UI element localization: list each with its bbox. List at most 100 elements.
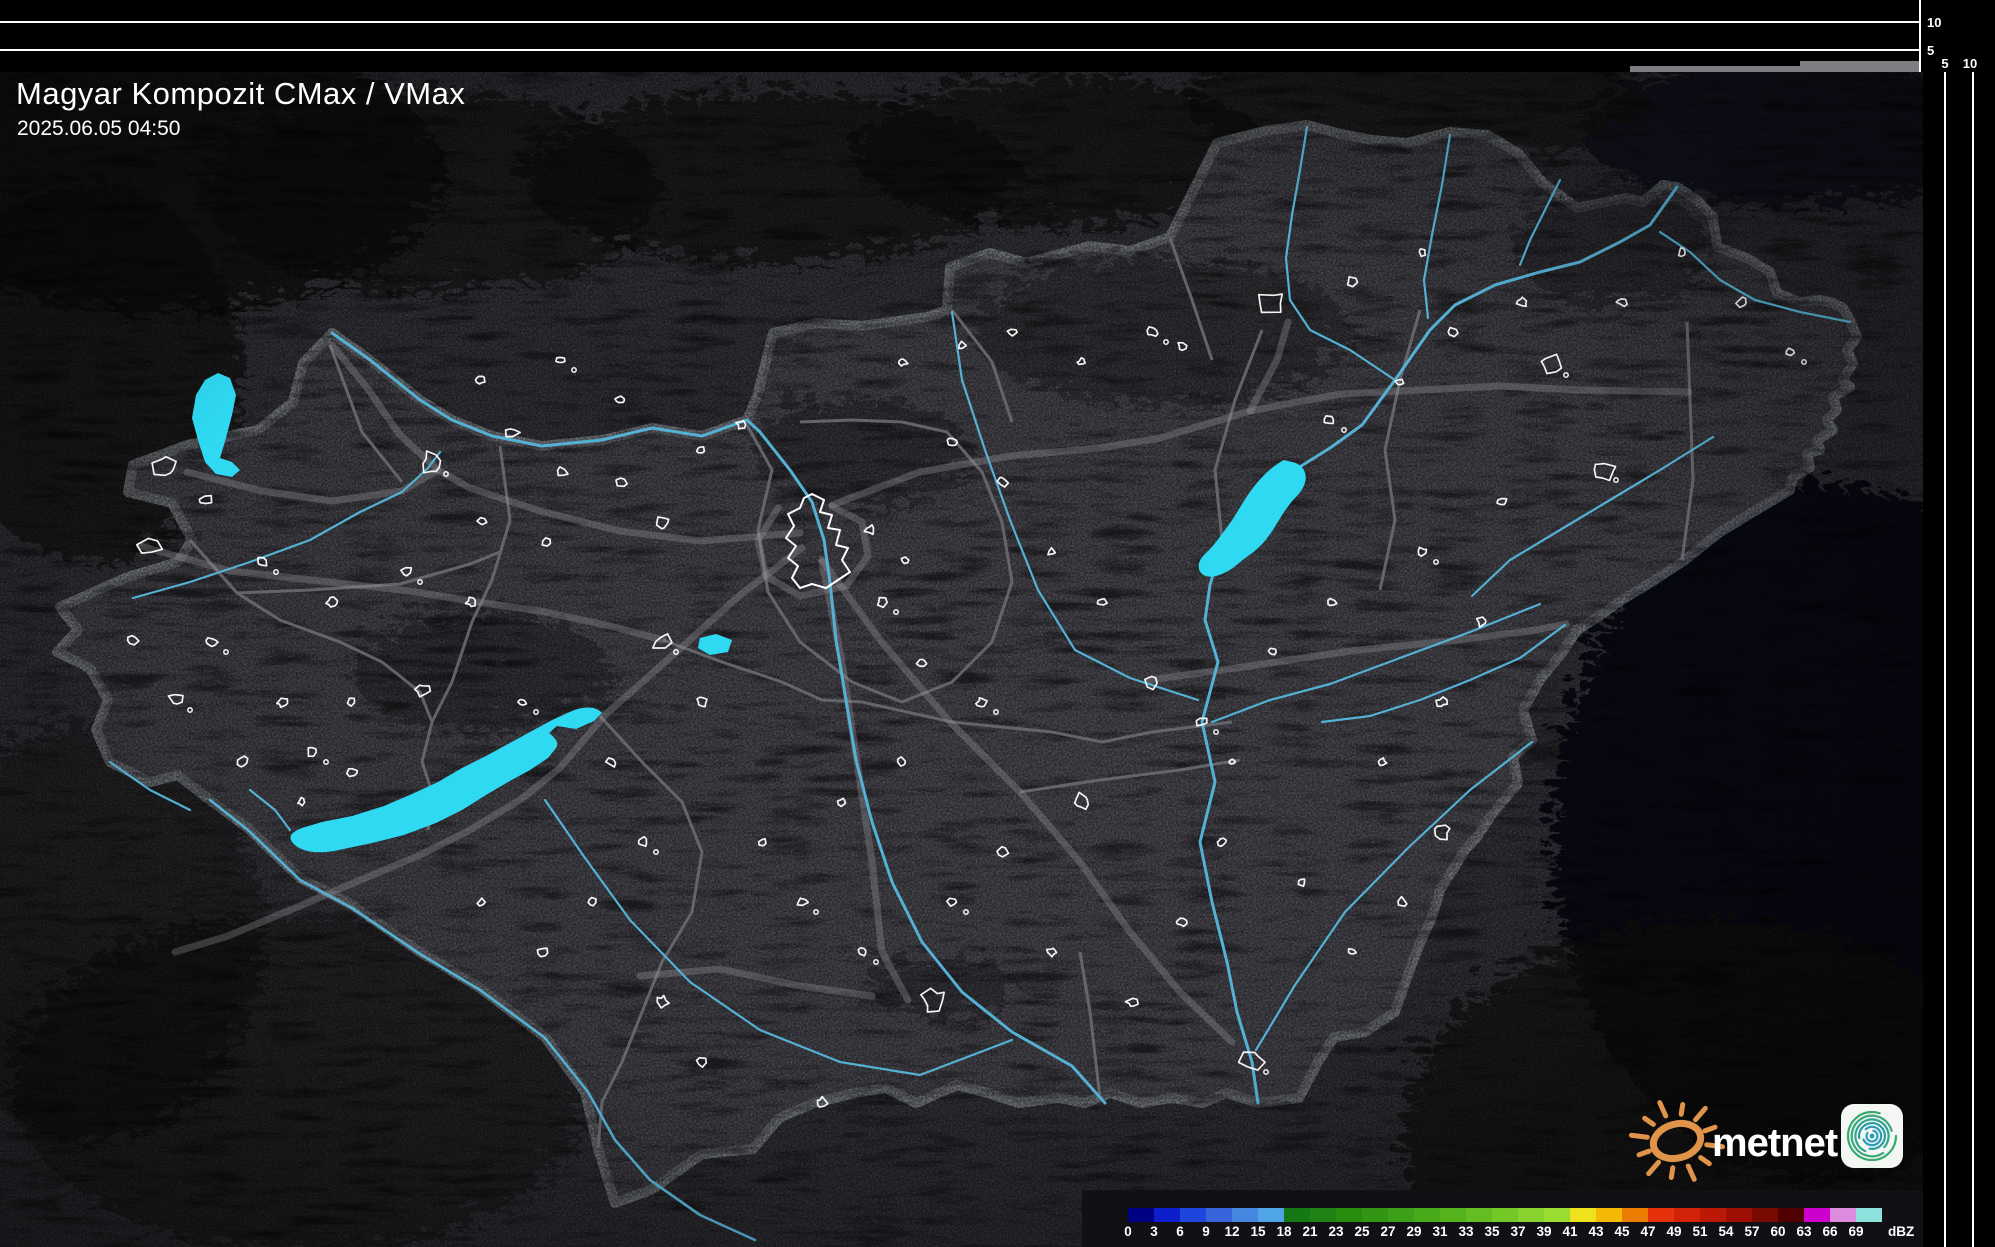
- colorbar-cell: [1622, 1208, 1648, 1222]
- colorbar-cell: [1856, 1208, 1882, 1222]
- colorbar-label: 27: [1380, 1224, 1395, 1239]
- sun-ray: [1704, 1142, 1726, 1150]
- spiral-arc: [1865, 1129, 1879, 1143]
- sun-ray: [1657, 1100, 1669, 1119]
- right-axis-label-10: 10: [1963, 56, 1977, 71]
- colorbar-unit-label: dBZ: [1888, 1224, 1914, 1239]
- sun-ray: [1636, 1148, 1652, 1158]
- terrain-map: [0, 72, 1923, 1247]
- colorbar-cell: [1232, 1208, 1258, 1222]
- sun-ray: [1702, 1124, 1718, 1134]
- colorbar-label: 57: [1744, 1224, 1759, 1239]
- sun-ray: [1646, 1159, 1662, 1177]
- spiral-center: [1869, 1133, 1875, 1139]
- colorbar-cell: [1726, 1208, 1752, 1222]
- colorbar-cell: [1648, 1208, 1674, 1222]
- colorbar-label: 23: [1328, 1224, 1344, 1239]
- colorbar-label: 37: [1510, 1224, 1525, 1239]
- top-panel-terrain-profile: [1630, 61, 1920, 72]
- right-axis-label-5: 5: [1941, 56, 1948, 71]
- spiral-arc: [1854, 1118, 1890, 1154]
- colorbar-cell: [1830, 1208, 1856, 1222]
- sun-ray: [1698, 1155, 1712, 1167]
- sun-ring: [1649, 1119, 1705, 1163]
- colorbar-label: 45: [1614, 1224, 1630, 1239]
- sun-ray: [1678, 1101, 1686, 1117]
- colorbar-label: 51: [1692, 1224, 1708, 1239]
- colorbar-label: 12: [1224, 1224, 1239, 1239]
- spiral-arc: [1846, 1110, 1898, 1162]
- colorbar-label: 9: [1202, 1224, 1210, 1239]
- colorbar-label: 35: [1484, 1224, 1500, 1239]
- colorbar-label: 15: [1250, 1224, 1266, 1239]
- colorbar-cell: [1414, 1208, 1440, 1222]
- right-profile-panel: [1923, 0, 1995, 1247]
- colorbar-label: 66: [1822, 1224, 1838, 1239]
- vignette: [0, 72, 1923, 1247]
- spiral-arc: [1850, 1114, 1894, 1158]
- map-title: Magyar Kompozit CMax / VMax: [16, 76, 466, 111]
- colorbar-label: 3: [1150, 1224, 1158, 1239]
- colorbar-cell: [1336, 1208, 1362, 1222]
- colorbar-cell: [1544, 1208, 1570, 1222]
- colorbar-label: 21: [1302, 1224, 1318, 1239]
- colorbar-label: 49: [1666, 1224, 1681, 1239]
- colorbar-cell: [1440, 1208, 1466, 1222]
- metnet-app-icon: [1841, 1104, 1903, 1168]
- colorbar-labels: 0 3 6 9 12 15 18 21 23 25 27 29 31 33 35 37 39 41 43 45 47 49…: [1124, 1224, 1914, 1239]
- colorbar-label: 25: [1354, 1224, 1370, 1239]
- colorbar-label: 69: [1848, 1224, 1863, 1239]
- top-axis-label-5: 5: [1927, 43, 1934, 58]
- colorbar-cell: [1700, 1208, 1726, 1222]
- sun-icon: [1628, 1100, 1726, 1182]
- profile-axis-labels: 10 5 5 10: [1927, 15, 1977, 71]
- sun-ray: [1628, 1132, 1650, 1140]
- colorbar-cell: [1570, 1208, 1596, 1222]
- colorbar-label: 31: [1432, 1224, 1448, 1239]
- colorbar-cell: [1310, 1208, 1336, 1222]
- colorbar-label: 60: [1770, 1224, 1785, 1239]
- sun-ray: [1642, 1115, 1656, 1127]
- colorbar-label: 63: [1796, 1224, 1812, 1239]
- colorbar-cell: [1128, 1208, 1154, 1222]
- colorbar-label: 6: [1176, 1224, 1184, 1239]
- map-timestamp: 2025.06.05 04:50: [17, 117, 181, 140]
- colorbar-cell: [1284, 1208, 1310, 1222]
- spiral-arc: [1861, 1125, 1883, 1147]
- colorbar-cell: [1206, 1208, 1232, 1222]
- dbz-colorbar: 0 3 6 9 12 15 18 21 23 25 27 29 31 33 35 37 39 41 43 45 47 49…: [1082, 1190, 1923, 1247]
- logo-text: metnet: [1712, 1121, 1838, 1165]
- colorbar-cell: [1154, 1208, 1180, 1222]
- spiral-icon: [1846, 1110, 1898, 1162]
- colorbar-label: 33: [1458, 1224, 1474, 1239]
- colorbar-cells: [1128, 1208, 1882, 1222]
- colorbar-label: 43: [1588, 1224, 1604, 1239]
- colorbar-cell: [1258, 1208, 1284, 1222]
- colorbar-cell: [1362, 1208, 1388, 1222]
- colorbar-cell: [1752, 1208, 1778, 1222]
- colorbar-label: 54: [1718, 1224, 1734, 1239]
- colorbar-cell: [1778, 1208, 1804, 1222]
- sun-ray: [1668, 1165, 1676, 1181]
- colorbar-cell: [1804, 1208, 1830, 1222]
- colorbar-label: 0: [1124, 1224, 1132, 1239]
- colorbar-label: 39: [1536, 1224, 1551, 1239]
- spiral-arc: [1858, 1122, 1887, 1151]
- colorbar-cell: [1466, 1208, 1492, 1222]
- colorbar-label: 29: [1406, 1224, 1421, 1239]
- metnet-logo: metnet: [1628, 1100, 1903, 1182]
- colorbar-label: 47: [1640, 1224, 1655, 1239]
- colorbar-cell: [1180, 1208, 1206, 1222]
- colorbar-cell: [1388, 1208, 1414, 1222]
- colorbar-label: 18: [1276, 1224, 1292, 1239]
- colorbar-cell: [1492, 1208, 1518, 1222]
- sun-ray: [1692, 1105, 1708, 1123]
- colorbar-cell: [1596, 1208, 1622, 1222]
- top-axis-label-10: 10: [1927, 15, 1941, 30]
- top-profile-panel: [0, 0, 1995, 72]
- colorbar-cell: [1674, 1208, 1700, 1222]
- sun-ray: [1685, 1163, 1697, 1182]
